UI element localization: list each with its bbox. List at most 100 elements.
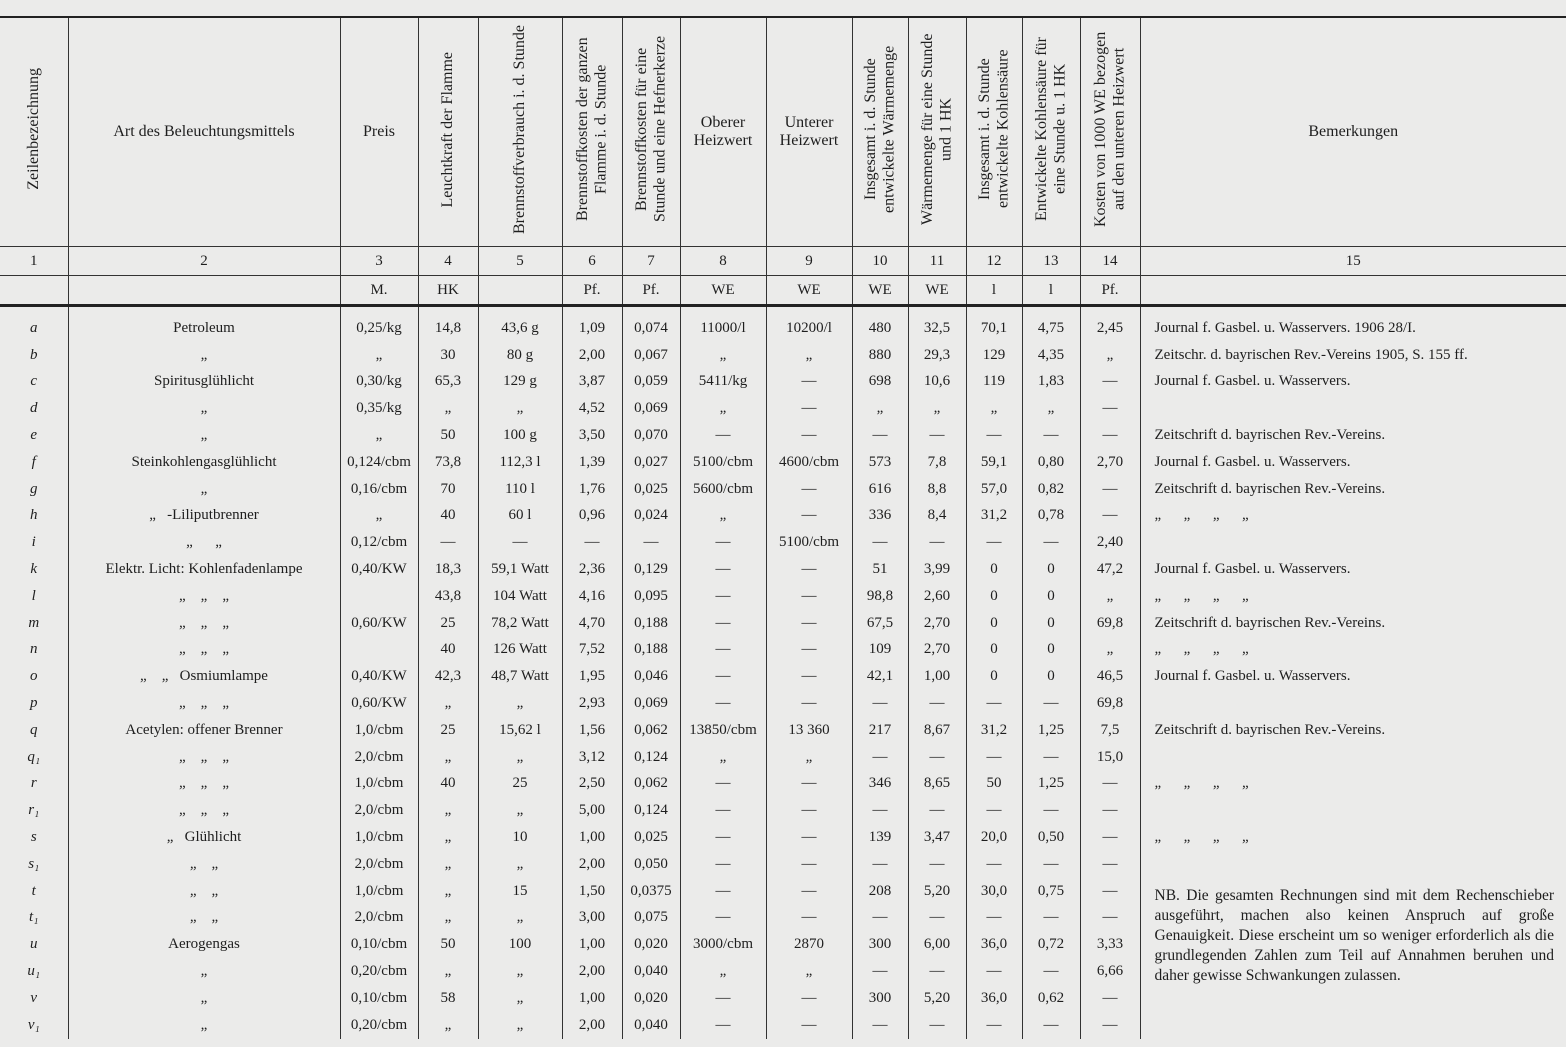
- table-row: c Spiritusglühlicht 0,30/kg 65,3 129 g 3,87 0,…: [0, 368, 1566, 396]
- header-text: Wärmemenge für eine Stunde und 1 HK: [918, 33, 954, 226]
- table-row: e „ „ 50 100 g 3,50 0,070— — — — — — — Zeitschrift d.…: [0, 422, 1566, 449]
- spacer-cell: [1079, 305, 1140, 315]
- cell: —: [1079, 475, 1140, 503]
- remark: „ „ „ „: [1139, 502, 1566, 530]
- cell: „ „ „: [67, 743, 340, 771]
- cell: 112,3 l: [477, 448, 562, 476]
- cell: „ „: [67, 529, 340, 557]
- cell: „: [477, 850, 562, 878]
- unit: M.: [339, 275, 418, 307]
- spacer-cell: [67, 305, 340, 315]
- table-row: q₁ „ „ „ 2,0/cbm „ „ 3,12 0,124 „ „ — — — —15,0: [0, 743, 1566, 771]
- cell: Aerogengas: [67, 931, 340, 959]
- row-label: d: [30, 400, 38, 417]
- cell: 67,5: [851, 609, 908, 637]
- cell: 0,050: [621, 850, 680, 878]
- column-number: 10: [851, 246, 908, 276]
- cell: 0,10/cbm: [339, 931, 418, 959]
- column-header: Insgesamt i. d. Stunde entwickelte Kohle…: [965, 16, 1022, 247]
- cell: 0,50: [1021, 824, 1080, 851]
- cell: —: [679, 529, 766, 557]
- cell: „: [1079, 341, 1140, 369]
- row-label: q₁: [27, 748, 41, 765]
- row-label: p: [30, 695, 38, 712]
- row-label: g: [30, 480, 38, 497]
- cell: 129: [965, 341, 1022, 369]
- cell: 31,2: [965, 716, 1022, 744]
- header-row: Zeilenbezeichnung Art des Beleuchtungsmit…: [0, 16, 1566, 247]
- cell: 0,40/KW: [339, 556, 418, 583]
- cell: 0,78: [1021, 502, 1080, 530]
- row-label: c: [30, 373, 38, 390]
- cell: —: [907, 529, 966, 557]
- table-row: s „ Glühlicht 1,0/cbm „ 10 1,00 0,025— —139 3,47…: [0, 824, 1566, 851]
- cell: „: [679, 958, 766, 985]
- cell: „: [339, 341, 418, 369]
- cell: —: [965, 422, 1022, 449]
- cell: 2,0/cbm: [339, 904, 418, 932]
- cell: 1,00: [907, 663, 966, 691]
- cell: 10: [477, 824, 562, 851]
- header-text: Entwickelte Kohlensäure für eine Stunde …: [1032, 37, 1068, 222]
- cell: „: [477, 1011, 562, 1039]
- cell: —: [1079, 422, 1140, 449]
- cell: 0,124: [621, 743, 680, 771]
- cell: 2,00: [561, 1011, 622, 1039]
- cell: 32,5: [907, 315, 966, 342]
- cell: 0,070: [621, 422, 680, 449]
- cell: 4,35: [1021, 341, 1080, 369]
- column-header: Brennstoffkosten der ganzen Flamme i. d.…: [561, 16, 622, 247]
- cell: 0,020: [621, 931, 680, 959]
- cell: 43,6 g: [477, 315, 562, 342]
- cell: 4,16: [561, 582, 622, 610]
- cell: —: [561, 529, 622, 557]
- header-text: Zeilenbezeichnung: [24, 68, 42, 191]
- cell: —: [679, 422, 766, 449]
- cell: 0: [965, 582, 1022, 610]
- cell: 7,52: [561, 636, 622, 664]
- spacer-cell: [339, 305, 418, 315]
- cell: —: [851, 529, 908, 557]
- table-head: Zeilenbezeichnung Art des Beleuchtungsmit…: [0, 16, 1566, 307]
- cell: 3,47: [907, 824, 966, 851]
- cell: —: [1021, 1011, 1080, 1039]
- spacer-cell: [765, 305, 852, 315]
- cell: „: [417, 395, 478, 423]
- cell: —: [907, 904, 966, 932]
- cell: —: [1079, 824, 1140, 851]
- cell: 40: [417, 502, 478, 530]
- header-text: Kosten von 1000 WE bezogen auf den unter…: [1091, 31, 1127, 227]
- cell: 0: [1021, 582, 1080, 610]
- cell: 0,095: [621, 582, 680, 610]
- cell: —: [417, 529, 478, 557]
- cell: „ „: [67, 877, 340, 905]
- cell: „ „ „: [67, 797, 340, 825]
- cell: —: [851, 904, 908, 932]
- column-number: 6: [561, 246, 622, 276]
- row-label: r: [30, 775, 37, 792]
- cell: 18,3: [417, 556, 478, 583]
- cell: 2,00: [561, 850, 622, 878]
- cell: 346: [851, 770, 908, 798]
- header-text: Brennstoffkosten für eine Stunde und ein…: [632, 36, 668, 223]
- unit: WE: [851, 275, 908, 307]
- cell: „: [67, 1011, 340, 1039]
- cell: 0: [1021, 636, 1080, 664]
- table-row: v₁ „ 0,20/cbm „ „ 2,00 0,040— — — — — — —: [0, 1011, 1566, 1039]
- cell: „: [477, 395, 562, 423]
- cell: 1,0/cbm: [339, 716, 418, 744]
- cell: 13 360: [765, 716, 852, 744]
- cell: 0,25/kg: [339, 315, 418, 342]
- column-number: 4: [417, 246, 478, 276]
- cell: 2,36: [561, 556, 622, 583]
- table-row: h „ -Liliputbrenner „ 40 60 l 0,96 0,024 „ —336 8…: [0, 502, 1566, 530]
- cell: 616: [851, 475, 908, 503]
- cell: 59,1 Watt: [477, 556, 562, 583]
- cell: 0,35/kg: [339, 395, 418, 423]
- cell: 2,0/cbm: [339, 850, 418, 878]
- cell: 0,040: [621, 958, 680, 985]
- cell: 0,188: [621, 636, 680, 664]
- cell: —: [907, 958, 966, 985]
- cell: 0,124/cbm: [339, 448, 418, 476]
